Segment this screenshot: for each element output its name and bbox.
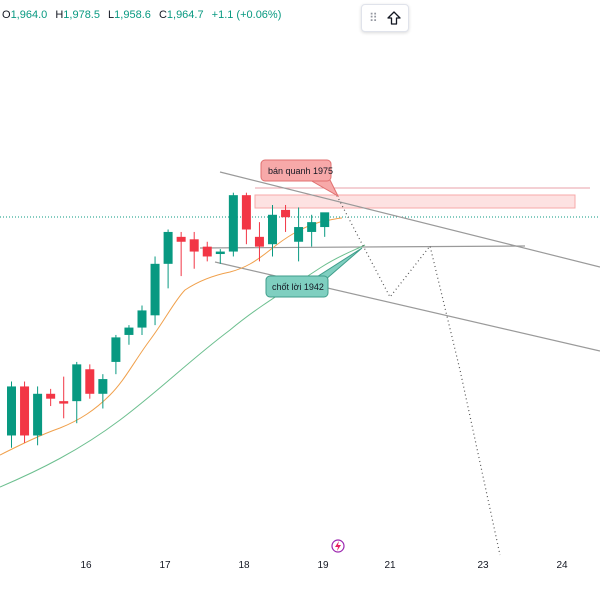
time-tick-label: 16 — [80, 560, 92, 571]
sell-callout[interactable]: bán quanh 1975 — [260, 159, 340, 198]
channel-top-line[interactable] — [219, 171, 600, 268]
candle-body[interactable] — [215, 251, 225, 255]
candle-body[interactable] — [98, 379, 108, 394]
time-tick-label: 24 — [556, 560, 568, 571]
high-value: 1,978.5 — [63, 9, 100, 21]
candle-body[interactable] — [7, 386, 16, 436]
open-value: 1,964.0 — [10, 9, 48, 21]
candle-body[interactable] — [241, 195, 251, 230]
candle-body[interactable] — [33, 393, 43, 436]
high-label: H — [55, 9, 64, 21]
candle-body[interactable] — [268, 214, 277, 245]
slow-ma-line[interactable] — [0, 244, 366, 488]
candle-body[interactable] — [46, 393, 56, 399]
candle-body[interactable] — [189, 239, 199, 252]
time-tick-label: 21 — [384, 560, 396, 571]
tp-callout-pointer — [310, 247, 363, 281]
open-label: O — [2, 9, 11, 21]
candle-body[interactable] — [228, 195, 238, 252]
change-value: +1.1 (+0.06%) — [211, 9, 282, 21]
candle-body[interactable] — [254, 236, 264, 247]
tp-callout-text: chốt lời 1942 — [272, 282, 324, 292]
candles-layer — [7, 192, 330, 448]
time-tick-label: 18 — [238, 560, 250, 571]
time-tick-label: 17 — [159, 560, 171, 571]
lightning-icon[interactable] — [331, 539, 345, 553]
drag-grip-icon[interactable]: ⠿ — [369, 11, 378, 25]
candle-body[interactable] — [163, 231, 173, 264]
candle-body[interactable] — [176, 236, 186, 242]
candle-body[interactable] — [59, 401, 69, 404]
sell-zone-box[interactable] — [254, 194, 576, 209]
sell-callout-box — [260, 159, 332, 182]
candle-body[interactable] — [111, 337, 121, 362]
candle-body[interactable] — [137, 310, 147, 328]
candle-body[interactable] — [202, 246, 212, 257]
floating-toolbar[interactable]: ⠿ — [361, 4, 409, 32]
drawing-layer — [0, 171, 600, 556]
support-line[interactable] — [199, 245, 526, 249]
time-tick-label: 19 — [317, 560, 329, 571]
close-value: 1,964.7 — [166, 9, 204, 21]
candle-body[interactable] — [281, 209, 291, 218]
take-profit-callout[interactable]: chốt lời 1942 — [265, 247, 363, 298]
candle-body[interactable] — [294, 227, 304, 242]
low-label: L — [108, 9, 115, 21]
candle-body[interactable] — [85, 369, 95, 394]
close-label: C — [158, 9, 167, 21]
candle-body[interactable] — [150, 263, 160, 316]
candle-body[interactable] — [307, 222, 317, 232]
candle-body[interactable] — [20, 386, 30, 436]
tp-callout-box — [265, 275, 329, 298]
time-tick-label: 23 — [477, 560, 489, 571]
sell-callout-text: bán quanh 1975 — [268, 166, 333, 176]
channel-bottom-line[interactable] — [214, 261, 600, 352]
ohlc-legend: O1,964.0 H1,978.5 L1,958.6 C1,964.7 +1.1… — [2, 9, 286, 21]
low-value: 1,958.6 — [114, 9, 151, 21]
candle-body[interactable] — [124, 327, 134, 335]
time-axis[interactable]: 16 17 18 19 21 23 24 — [80, 560, 568, 571]
candle-body[interactable] — [72, 364, 82, 402]
arrow-up-outline-icon[interactable] — [386, 10, 402, 31]
candle-body[interactable] — [320, 212, 330, 228]
